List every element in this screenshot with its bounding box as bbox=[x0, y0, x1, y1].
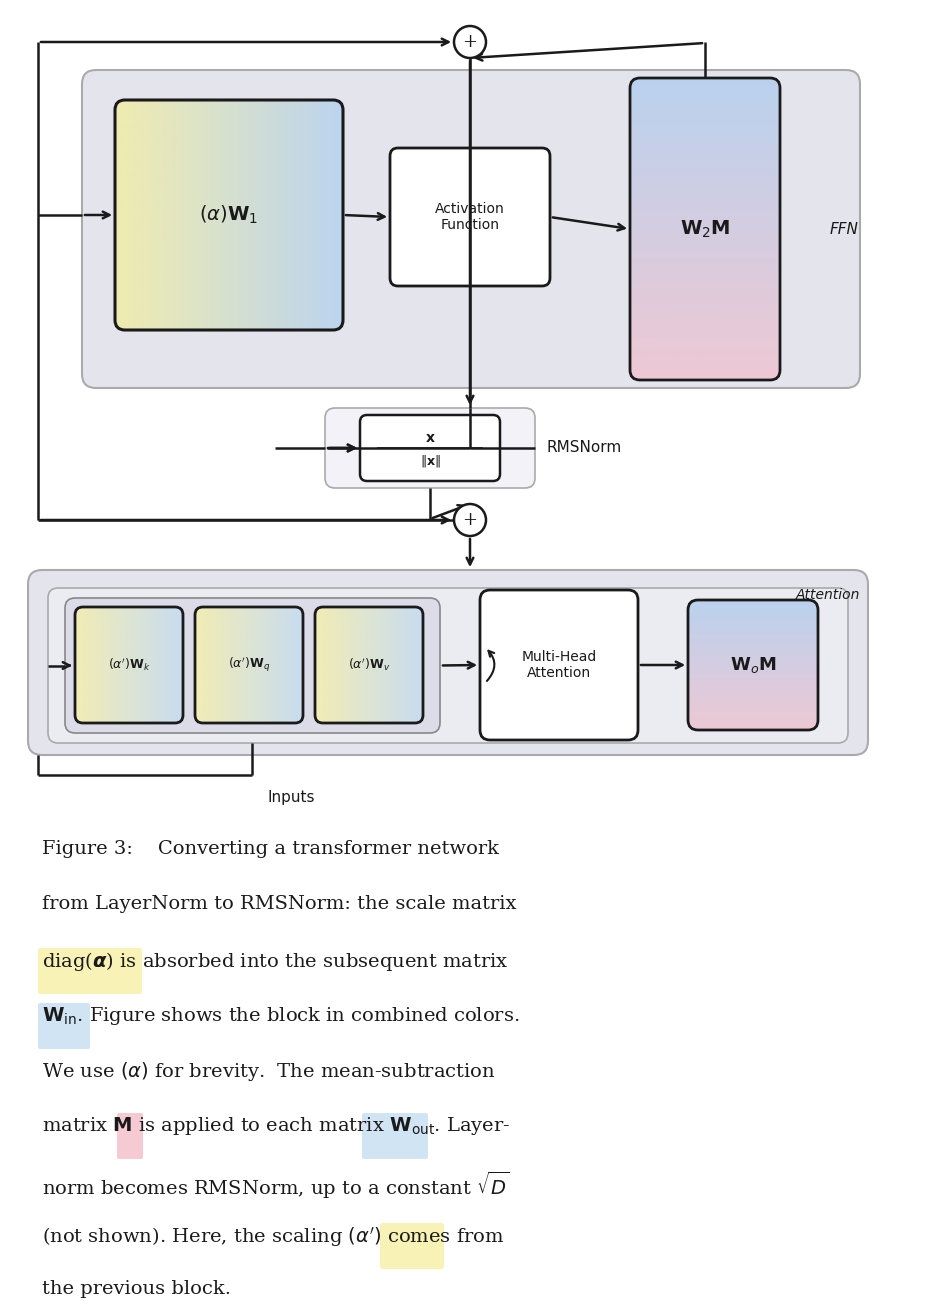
Text: (not shown). Here, the scaling $(\boldsymbol{\alpha'})$ comes from: (not shown). Here, the scaling $(\boldsy… bbox=[42, 1225, 504, 1249]
Text: RMSNorm: RMSNorm bbox=[547, 441, 622, 455]
Text: $\mathbf{W}_o\mathbf{M}$: $\mathbf{W}_o\mathbf{M}$ bbox=[730, 655, 776, 675]
Text: Attention: Attention bbox=[796, 588, 860, 601]
FancyBboxPatch shape bbox=[380, 1223, 444, 1269]
FancyBboxPatch shape bbox=[390, 147, 550, 286]
Text: $(\alpha')\mathbf{W}_v$: $(\alpha')\mathbf{W}_v$ bbox=[348, 657, 391, 674]
Text: the previous block.: the previous block. bbox=[42, 1280, 231, 1298]
Text: We use $(\alpha)$ for brevity.  The mean-subtraction: We use $(\alpha)$ for brevity. The mean-… bbox=[42, 1059, 496, 1083]
Text: matrix $\mathbf{M}$ is applied to each matrix $\mathbf{W}_{\mathrm{out}}$. Layer: matrix $\mathbf{M}$ is applied to each m… bbox=[42, 1115, 511, 1137]
FancyBboxPatch shape bbox=[480, 590, 638, 740]
Text: +: + bbox=[462, 33, 477, 51]
Text: +: + bbox=[462, 511, 477, 529]
FancyBboxPatch shape bbox=[325, 408, 535, 488]
Text: $\mathbf{x}$: $\mathbf{x}$ bbox=[424, 432, 436, 445]
Text: $(\alpha)\mathbf{W}_1$: $(\alpha)\mathbf{W}_1$ bbox=[199, 204, 259, 226]
FancyBboxPatch shape bbox=[28, 570, 868, 755]
FancyBboxPatch shape bbox=[38, 948, 142, 994]
Text: Activation
Function: Activation Function bbox=[435, 201, 505, 232]
Circle shape bbox=[454, 26, 486, 58]
Text: Multi-Head
Attention: Multi-Head Attention bbox=[521, 650, 597, 680]
Text: FFN: FFN bbox=[830, 222, 859, 237]
Text: norm becomes RMSNorm, up to a constant $\sqrt{D}$: norm becomes RMSNorm, up to a constant $… bbox=[42, 1170, 510, 1202]
FancyBboxPatch shape bbox=[362, 1113, 428, 1159]
Text: $\mathbf{W}_{\mathrm{in}}$. Figure shows the block in combined colors.: $\mathbf{W}_{\mathrm{in}}$. Figure shows… bbox=[42, 1005, 519, 1026]
Text: from LayerNorm to RMSNorm: the scale matrix: from LayerNorm to RMSNorm: the scale mat… bbox=[42, 895, 517, 913]
FancyBboxPatch shape bbox=[82, 70, 860, 388]
Text: diag($\boldsymbol{\alpha}$) is absorbed into the subsequent matrix: diag($\boldsymbol{\alpha}$) is absorbed … bbox=[42, 950, 509, 973]
FancyBboxPatch shape bbox=[65, 597, 440, 733]
Text: Figure 3:    Converting a transformer network: Figure 3: Converting a transformer netwo… bbox=[42, 840, 499, 858]
FancyBboxPatch shape bbox=[360, 415, 500, 482]
Text: $\|\mathbf{x}\|$: $\|\mathbf{x}\|$ bbox=[420, 453, 440, 468]
FancyBboxPatch shape bbox=[38, 1003, 90, 1049]
Text: $(\alpha')\mathbf{W}_k$: $(\alpha')\mathbf{W}_k$ bbox=[107, 657, 151, 674]
FancyBboxPatch shape bbox=[48, 588, 848, 744]
Text: $(\alpha')\mathbf{W}_q$: $(\alpha')\mathbf{W}_q$ bbox=[228, 655, 270, 674]
Circle shape bbox=[454, 504, 486, 536]
Text: Inputs: Inputs bbox=[267, 790, 315, 805]
FancyBboxPatch shape bbox=[117, 1113, 143, 1159]
Text: $\mathbf{W}_2\mathbf{M}$: $\mathbf{W}_2\mathbf{M}$ bbox=[679, 218, 730, 240]
